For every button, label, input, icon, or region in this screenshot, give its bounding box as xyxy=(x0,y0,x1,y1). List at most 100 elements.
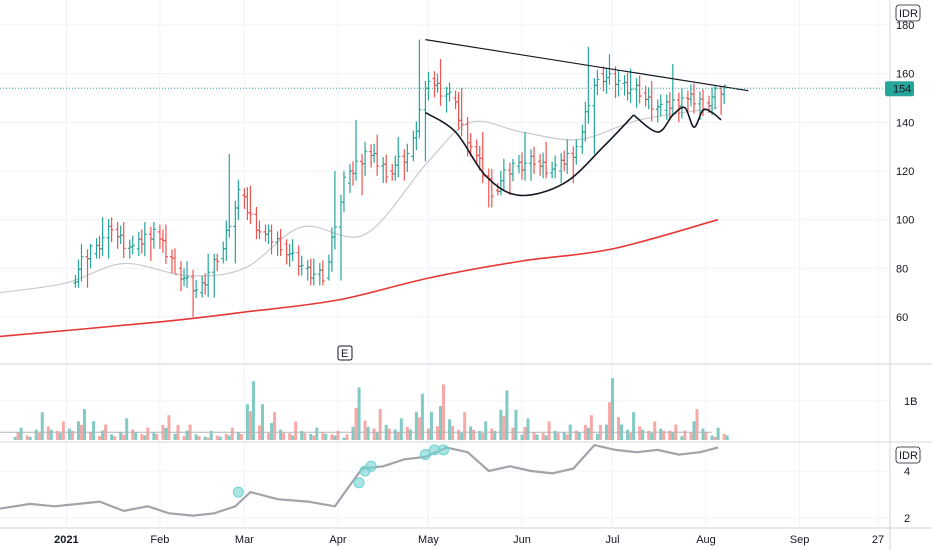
price-pane[interactable]: E xyxy=(0,39,890,361)
ohlc-bar[interactable] xyxy=(604,67,609,94)
volume-bar[interactable] xyxy=(378,409,382,440)
volume-bar[interactable] xyxy=(414,411,418,440)
ohlc-bar[interactable] xyxy=(227,153,232,238)
ohlc-bar[interactable] xyxy=(94,238,99,259)
volume-bar[interactable] xyxy=(28,436,32,440)
ohlc-bar[interactable] xyxy=(456,92,461,131)
ohlc-bar[interactable] xyxy=(544,141,549,179)
volume-bar[interactable] xyxy=(562,432,566,440)
volume-bar[interactable] xyxy=(439,406,443,440)
ohlc-bar[interactable] xyxy=(384,154,389,184)
ohlc-bar[interactable] xyxy=(719,85,724,116)
volume-bar[interactable] xyxy=(309,433,313,440)
rs-new-high-dot[interactable] xyxy=(419,449,431,461)
volume-bar[interactable] xyxy=(617,417,621,440)
ohlc-bar[interactable] xyxy=(538,153,543,176)
ohlc-bar[interactable] xyxy=(613,66,618,98)
volume-bar[interactable] xyxy=(143,435,147,440)
ohlc-bar[interactable] xyxy=(507,162,512,196)
ohlc-bar[interactable] xyxy=(396,136,401,178)
ohlc-bar[interactable] xyxy=(136,231,141,257)
volume-bar[interactable] xyxy=(357,387,361,440)
volume-bar[interactable] xyxy=(58,433,62,440)
earnings-marker[interactable] xyxy=(337,345,353,361)
ohlc-bar[interactable] xyxy=(320,260,325,286)
volume-bar[interactable] xyxy=(629,433,633,440)
ohlc-bar[interactable] xyxy=(402,149,407,181)
volume-bar[interactable] xyxy=(722,433,726,440)
volume-bar[interactable] xyxy=(92,421,96,440)
ohlc-bar[interactable] xyxy=(414,121,419,151)
volume-bar[interactable] xyxy=(330,434,334,440)
volume-bar[interactable] xyxy=(140,433,144,440)
volume-bar[interactable] xyxy=(260,404,264,440)
volume-bar[interactable] xyxy=(493,430,497,440)
ohlc-bar[interactable] xyxy=(670,63,675,116)
ohlc-bar[interactable] xyxy=(194,280,199,299)
volume-bar[interactable] xyxy=(457,429,461,440)
volume-bar[interactable] xyxy=(469,426,473,440)
volume-bar[interactable] xyxy=(426,428,430,440)
ohlc-bar[interactable] xyxy=(317,262,322,286)
volume-bar[interactable] xyxy=(40,412,44,440)
volume-bar[interactable] xyxy=(532,431,536,440)
ohlc-bar[interactable] xyxy=(236,179,241,221)
volume-bar[interactable] xyxy=(134,431,138,440)
ohlc-bar[interactable] xyxy=(643,85,648,107)
ohlc-bar[interactable] xyxy=(242,188,247,209)
ohlc-bar[interactable] xyxy=(169,249,174,274)
ohlc-bar[interactable] xyxy=(550,161,555,179)
volume-bar[interactable] xyxy=(89,432,93,440)
ohlc-bar[interactable] xyxy=(311,258,316,286)
volume-bar[interactable] xyxy=(607,402,611,440)
ohlc-bar[interactable] xyxy=(498,171,503,196)
ohlc-bar[interactable] xyxy=(390,163,395,181)
ohlc-bar[interactable] xyxy=(586,46,591,124)
volume-bar[interactable] xyxy=(366,426,370,440)
ohlc-bar[interactable] xyxy=(417,39,422,139)
volume-bar[interactable] xyxy=(535,434,539,440)
volume-bar[interactable] xyxy=(300,430,304,440)
ohlc-bar[interactable] xyxy=(529,149,534,181)
ohlc-bar[interactable] xyxy=(713,85,718,110)
volume-bar[interactable] xyxy=(76,421,80,440)
volume-bar[interactable] xyxy=(689,432,693,440)
volume-bar[interactable] xyxy=(303,433,307,440)
volume-bar[interactable] xyxy=(245,404,249,440)
volume-bar[interactable] xyxy=(270,423,274,440)
volume-bar[interactable] xyxy=(683,430,687,440)
volume-bar[interactable] xyxy=(481,433,485,440)
volume-bar[interactable] xyxy=(354,407,358,440)
volume-bar[interactable] xyxy=(638,426,642,440)
volume-bar[interactable] xyxy=(586,427,590,440)
ohlc-bar[interactable] xyxy=(278,228,283,257)
volume-bar[interactable] xyxy=(544,435,548,440)
volume-bar[interactable] xyxy=(55,430,59,440)
volume-bar[interactable] xyxy=(435,426,439,440)
ohlc-bar[interactable] xyxy=(245,187,250,221)
ohlc-bar[interactable] xyxy=(308,258,313,286)
volume-bar[interactable] xyxy=(101,430,105,440)
volume-bar[interactable] xyxy=(152,432,156,440)
ohlc-bar[interactable] xyxy=(522,132,527,181)
volume-bar[interactable] xyxy=(490,428,494,440)
ohlc-bar[interactable] xyxy=(329,227,334,272)
volume-bar[interactable] xyxy=(203,436,207,440)
ohlc-bar[interactable] xyxy=(233,200,238,264)
volume-bar[interactable] xyxy=(692,421,696,440)
volume-bar[interactable] xyxy=(429,411,433,440)
ohlc-bar[interactable] xyxy=(221,241,226,264)
ohlc-bar[interactable] xyxy=(375,134,380,176)
volume-bar[interactable] xyxy=(206,437,210,440)
ohlc-bar[interactable] xyxy=(266,224,271,244)
ohlc-bar[interactable] xyxy=(360,153,365,196)
ohlc-bar[interactable] xyxy=(326,254,331,281)
volume-pane[interactable] xyxy=(0,378,729,440)
volume-bar[interactable] xyxy=(46,426,50,440)
volume-bar[interactable] xyxy=(291,435,295,440)
volume-bar[interactable] xyxy=(523,426,527,440)
volume-bar[interactable] xyxy=(460,433,464,440)
ohlc-bar[interactable] xyxy=(263,224,268,242)
volume-bar[interactable] xyxy=(695,409,699,440)
ohlc-bar[interactable] xyxy=(486,168,491,208)
